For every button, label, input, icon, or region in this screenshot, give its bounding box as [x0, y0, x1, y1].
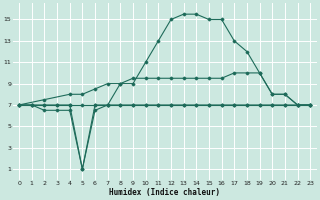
X-axis label: Humidex (Indice chaleur): Humidex (Indice chaleur)	[109, 188, 220, 197]
